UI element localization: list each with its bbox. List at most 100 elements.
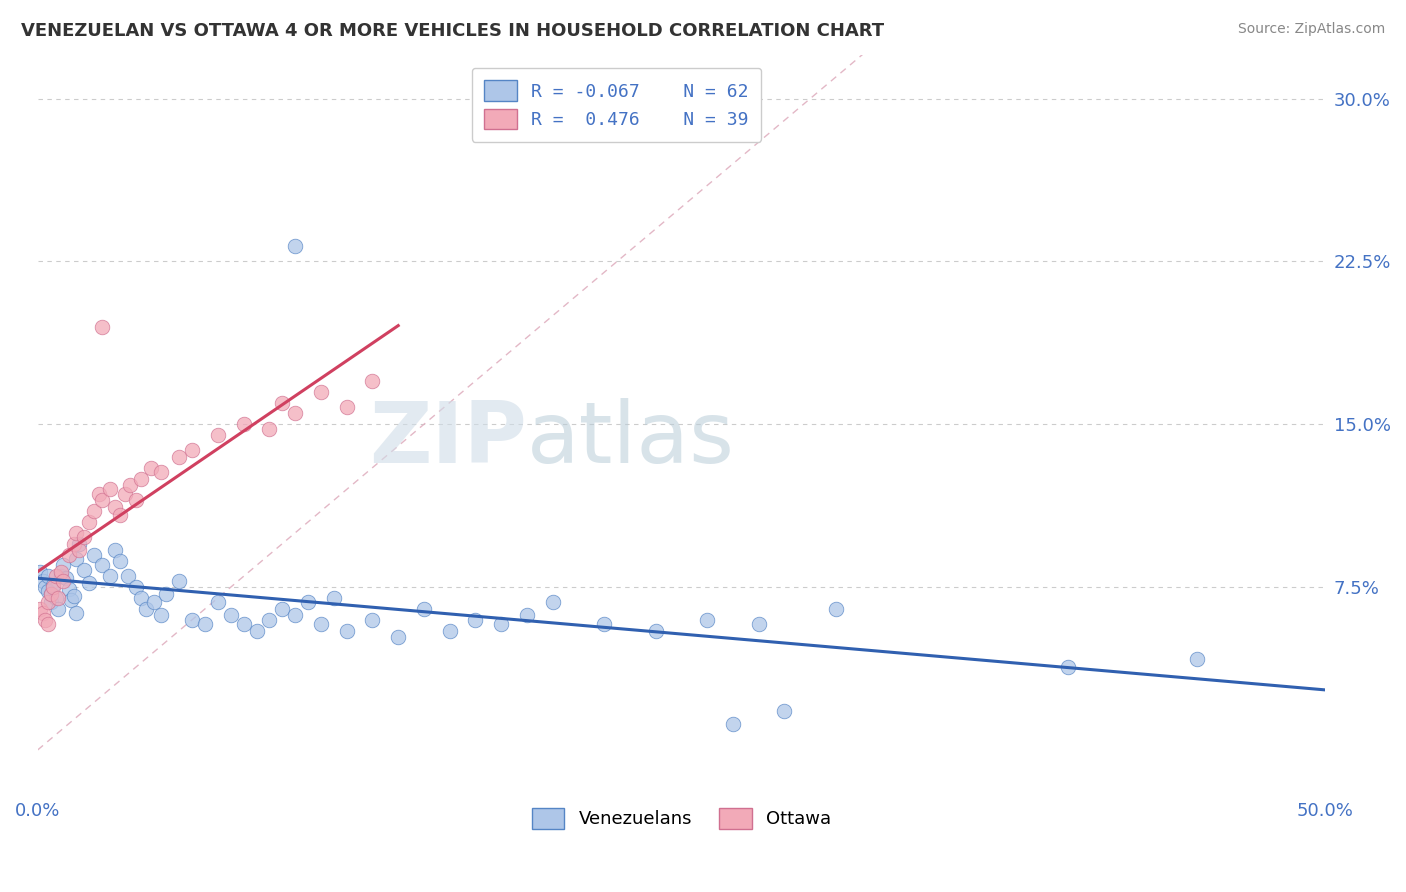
- Point: [42, 578, 65, 592]
- Text: Source: ZipAtlas.com: Source: ZipAtlas.com: [1237, 22, 1385, 37]
- Point: [60, 593, 83, 607]
- Text: atlas: atlas: [527, 398, 735, 481]
- Point: [207, 428, 229, 442]
- Point: [98, 483, 121, 497]
- Point: [98, 569, 121, 583]
- Point: [135, 602, 157, 616]
- Point: [45, 591, 67, 605]
- Point: [91, 558, 114, 573]
- Point: [37, 569, 59, 583]
- Point: [232, 417, 254, 432]
- Text: ZIP: ZIP: [370, 398, 527, 481]
- Point: [309, 384, 332, 399]
- Point: [284, 406, 307, 420]
- Point: [271, 602, 294, 616]
- Point: [322, 591, 344, 605]
- Point: [284, 239, 307, 253]
- Point: [91, 319, 114, 334]
- Point: [124, 493, 146, 508]
- Point: [37, 584, 59, 599]
- Point: [83, 504, 105, 518]
- Point: [387, 630, 409, 644]
- Point: [219, 608, 242, 623]
- Point: [541, 595, 564, 609]
- Point: [73, 563, 96, 577]
- Point: [232, 617, 254, 632]
- Point: [516, 608, 538, 623]
- Point: [245, 624, 267, 638]
- Point: [413, 602, 436, 616]
- Point: [58, 548, 80, 562]
- Point: [34, 580, 56, 594]
- Point: [31, 606, 53, 620]
- Point: [49, 565, 72, 579]
- Point: [696, 613, 718, 627]
- Point: [297, 595, 319, 609]
- Point: [89, 487, 111, 501]
- Point: [114, 487, 136, 501]
- Point: [67, 536, 90, 550]
- Point: [45, 569, 67, 583]
- Point: [39, 586, 62, 600]
- Point: [181, 443, 204, 458]
- Point: [104, 500, 127, 514]
- Point: [58, 582, 80, 597]
- Point: [83, 548, 105, 562]
- Point: [65, 606, 87, 620]
- Point: [1056, 660, 1078, 674]
- Point: [91, 493, 114, 508]
- Point: [30, 602, 52, 616]
- Point: [42, 580, 65, 594]
- Point: [77, 515, 100, 529]
- Point: [46, 591, 69, 605]
- Point: [309, 617, 332, 632]
- Point: [181, 613, 204, 627]
- Point: [439, 624, 461, 638]
- Point: [30, 565, 52, 579]
- Point: [721, 717, 744, 731]
- Point: [259, 421, 281, 435]
- Point: [62, 536, 84, 550]
- Text: VENEZUELAN VS OTTAWA 4 OR MORE VEHICLES IN HOUSEHOLD CORRELATION CHART: VENEZUELAN VS OTTAWA 4 OR MORE VEHICLES …: [21, 22, 884, 40]
- Point: [49, 569, 72, 583]
- Point: [207, 595, 229, 609]
- Point: [169, 574, 191, 588]
- Point: [194, 617, 217, 632]
- Point: [150, 608, 173, 623]
- Point: [108, 554, 131, 568]
- Point: [773, 704, 796, 718]
- Point: [139, 460, 162, 475]
- Point: [336, 624, 359, 638]
- Point: [284, 608, 307, 623]
- Point: [361, 613, 384, 627]
- Point: [104, 543, 127, 558]
- Point: [644, 624, 666, 638]
- Point: [150, 465, 173, 479]
- Point: [39, 586, 62, 600]
- Point: [129, 591, 152, 605]
- Point: [120, 478, 142, 492]
- Point: [489, 617, 512, 632]
- Point: [748, 617, 770, 632]
- Point: [464, 613, 486, 627]
- Point: [37, 595, 59, 609]
- Point: [108, 508, 131, 523]
- Point: [117, 569, 139, 583]
- Point: [825, 602, 848, 616]
- Point: [37, 617, 59, 632]
- Point: [259, 613, 281, 627]
- Point: [142, 595, 165, 609]
- Point: [52, 574, 75, 588]
- Point: [65, 525, 87, 540]
- Point: [31, 574, 53, 588]
- Point: [129, 471, 152, 485]
- Point: [271, 395, 294, 409]
- Point: [34, 613, 56, 627]
- Point: [62, 589, 84, 603]
- Point: [169, 450, 191, 464]
- Point: [55, 571, 77, 585]
- Point: [124, 580, 146, 594]
- Point: [361, 374, 384, 388]
- Point: [46, 602, 69, 616]
- Point: [52, 558, 75, 573]
